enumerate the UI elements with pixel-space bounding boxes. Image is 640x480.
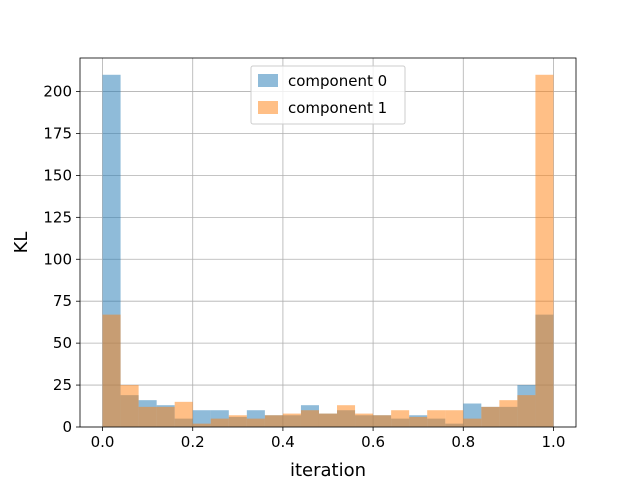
bar-series-1-bin-8 — [246, 418, 265, 427]
x-tick-label: 0.8 — [451, 433, 475, 451]
bar-series-0-bin-5 — [192, 410, 211, 427]
bar-series-1-bin-19 — [445, 410, 464, 427]
x-tick-label: 1.0 — [542, 433, 566, 451]
y-tick-label: 25 — [53, 376, 72, 394]
x-tick-label: 0.4 — [271, 433, 295, 451]
y-tick-label: 175 — [43, 124, 72, 142]
legend-label-1: component 1 — [288, 99, 387, 117]
legend-label-0: component 0 — [288, 72, 387, 90]
bar-series-1-bin-14 — [355, 413, 374, 427]
bar-series-1-bin-9 — [264, 415, 283, 427]
bar-series-1-bin-23 — [517, 395, 536, 427]
bar-series-1-bin-6 — [210, 418, 229, 427]
bar-series-1-bin-5 — [192, 423, 211, 427]
legend: component 0 component 1 — [250, 65, 406, 125]
x-axis-title: iteration — [290, 460, 366, 480]
bar-series-1-bin-17 — [409, 416, 428, 427]
bar-series-1-bin-7 — [228, 415, 247, 427]
bar-series-1-bin-11 — [300, 410, 319, 427]
x-tick-label: 0.6 — [361, 433, 385, 451]
bar-series-1-bin-22 — [499, 400, 518, 427]
legend-swatch-1 — [258, 101, 278, 114]
x-tick-label: 0.2 — [181, 433, 205, 451]
bar-series-1-bin-10 — [282, 413, 301, 427]
series-1-bars — [102, 74, 554, 427]
bar-series-1-bin-4 — [174, 401, 193, 427]
y-axis-title: KL — [11, 232, 32, 254]
y-axis-ticks: 0 25 50 75 100 125 150 175 200 — [43, 83, 80, 436]
y-tick-label: 0 — [62, 418, 72, 436]
bar-series-1-bin-16 — [391, 410, 410, 427]
bar-series-1-bin-24 — [535, 74, 554, 427]
legend-swatch-0 — [258, 74, 278, 87]
plot-frame — [79, 57, 577, 428]
bar-series-1-bin-20 — [463, 418, 482, 427]
bar-series-1-bin-18 — [427, 410, 446, 427]
bar-series-1-bin-12 — [318, 413, 338, 427]
y-tick-label: 125 — [43, 208, 72, 226]
y-tick-label: 100 — [43, 250, 72, 268]
y-tick-label: 75 — [53, 292, 72, 310]
bar-series-1-bin-3 — [156, 406, 175, 427]
bar-series-1-bin-15 — [373, 415, 392, 427]
bar-series-1-bin-2 — [138, 406, 157, 427]
bar-series-1-bin-1 — [120, 385, 139, 427]
series-0-bars — [102, 74, 554, 427]
y-tick-label: 150 — [43, 166, 72, 184]
y-tick-label: 50 — [53, 334, 72, 352]
bar-series-1-bin-21 — [481, 406, 500, 427]
x-axis-ticks: 0.0 0.2 0.4 0.6 0.8 1.0 — [91, 427, 566, 451]
y-tick-label: 200 — [43, 83, 72, 101]
histogram-bars — [102, 74, 554, 427]
x-tick-label: 0.0 — [91, 433, 115, 451]
bar-series-1-bin-0 — [102, 314, 121, 427]
bar-series-1-bin-13 — [337, 405, 356, 427]
legend-frame — [250, 65, 406, 125]
